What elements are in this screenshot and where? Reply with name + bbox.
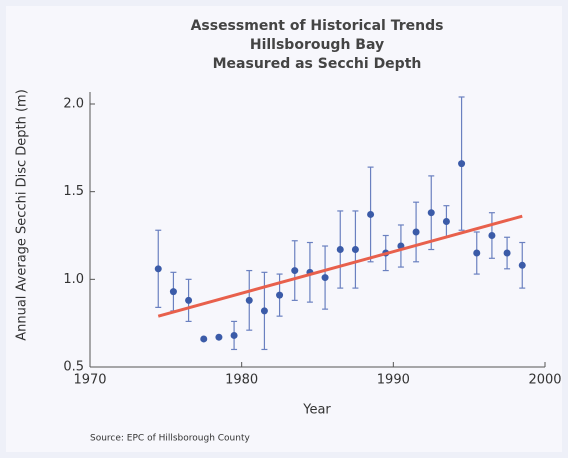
point [230,331,238,339]
point [412,228,420,236]
y-tick-label: 1.5 [63,184,84,199]
point [458,160,466,168]
x-tick-label: 1970 [73,373,106,388]
point [321,274,329,282]
point [503,249,511,257]
point [442,217,450,225]
y-axis-label: Annual Average Secchi Disc Depth (m) [15,89,30,341]
point [185,296,193,304]
point [291,267,299,275]
point [488,232,496,239]
point [351,246,359,254]
y-tick-label: 0.5 [63,360,84,375]
point [154,265,162,273]
point [367,210,375,218]
point [200,335,208,343]
chart-title: Hillsborough Bay [250,37,384,53]
trend-line [157,214,523,318]
chart-title: Assessment of Historical Trends [191,18,444,34]
point [427,209,435,217]
x-tick-label: 1980 [225,373,258,388]
point [276,291,284,299]
point [245,296,253,304]
y-tick-label: 2.0 [63,97,84,112]
point [215,333,223,341]
y-tick-label: 1.0 [63,272,84,287]
point [169,288,177,296]
point [473,249,481,257]
x-tick-label: 2000 [528,373,561,388]
point [518,261,526,269]
point [260,307,268,315]
x-axis-label: Year [302,403,331,418]
x-tick-label: 1990 [377,373,410,388]
point [336,246,344,254]
panel [6,6,562,452]
source: Source: EPC of Hillsborough County [90,434,250,444]
chart-title: Measured as Secchi Depth [213,56,422,72]
